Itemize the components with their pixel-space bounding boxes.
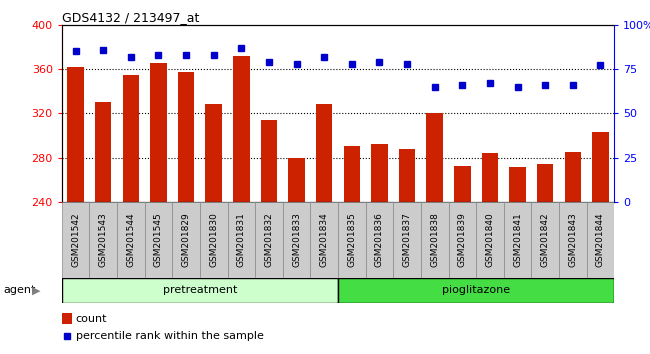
Bar	[393, 202, 421, 278]
Bar	[592, 132, 608, 202]
Text: percentile rank within the sample: percentile rank within the sample	[75, 331, 263, 341]
Bar	[95, 102, 112, 202]
Bar	[504, 202, 532, 278]
Text: GSM201544: GSM201544	[126, 212, 135, 267]
Bar	[205, 104, 222, 202]
Bar	[68, 67, 84, 202]
Text: GSM201835: GSM201835	[347, 212, 356, 267]
Bar	[261, 120, 277, 202]
Bar	[62, 278, 338, 303]
Text: GSM201830: GSM201830	[209, 212, 218, 267]
Bar	[316, 104, 332, 202]
Text: GSM201829: GSM201829	[181, 212, 190, 267]
Text: GSM201836: GSM201836	[375, 212, 384, 267]
Text: GSM201831: GSM201831	[237, 212, 246, 267]
Bar	[227, 202, 255, 278]
Text: GSM201839: GSM201839	[458, 212, 467, 267]
Bar	[448, 202, 476, 278]
Text: ▶: ▶	[31, 285, 40, 295]
Text: GDS4132 / 213497_at: GDS4132 / 213497_at	[62, 11, 199, 24]
Text: GSM201543: GSM201543	[99, 212, 108, 267]
Bar	[117, 202, 144, 278]
Text: GSM201837: GSM201837	[402, 212, 411, 267]
Bar	[537, 164, 554, 202]
Bar	[343, 147, 360, 202]
Bar	[172, 202, 200, 278]
Text: GSM201838: GSM201838	[430, 212, 439, 267]
Text: count: count	[75, 314, 107, 324]
Bar	[150, 63, 167, 202]
Bar	[200, 202, 227, 278]
Bar	[338, 202, 365, 278]
Bar	[288, 158, 305, 202]
Text: GSM201542: GSM201542	[71, 212, 80, 267]
Text: agent: agent	[3, 285, 36, 295]
Bar	[421, 202, 448, 278]
Text: GSM201832: GSM201832	[265, 212, 274, 267]
Bar	[144, 202, 172, 278]
Bar	[476, 202, 504, 278]
Text: GSM201833: GSM201833	[292, 212, 301, 267]
Text: pretreatment: pretreatment	[162, 285, 237, 295]
Bar	[426, 113, 443, 202]
Bar	[371, 144, 387, 202]
Bar	[255, 202, 283, 278]
Text: GSM201841: GSM201841	[513, 212, 522, 267]
Bar	[283, 202, 311, 278]
Bar	[233, 56, 250, 202]
Bar	[62, 202, 90, 278]
Text: GSM201545: GSM201545	[154, 212, 163, 267]
Bar	[510, 167, 526, 202]
Bar	[532, 202, 559, 278]
Text: pioglitazone: pioglitazone	[442, 285, 510, 295]
Text: GSM201844: GSM201844	[596, 212, 605, 267]
Bar	[311, 202, 338, 278]
Text: GSM201842: GSM201842	[541, 212, 550, 267]
Bar	[398, 149, 415, 202]
Bar	[90, 202, 117, 278]
Text: GSM201840: GSM201840	[486, 212, 495, 267]
Bar	[365, 202, 393, 278]
Bar	[122, 75, 139, 202]
Bar	[454, 166, 471, 202]
Bar	[564, 152, 581, 202]
Bar	[338, 278, 614, 303]
Bar	[178, 72, 194, 202]
Text: GSM201834: GSM201834	[320, 212, 329, 267]
Bar	[482, 153, 498, 202]
Text: GSM201843: GSM201843	[568, 212, 577, 267]
Bar	[586, 202, 614, 278]
Bar	[62, 313, 72, 324]
Bar	[559, 202, 586, 278]
